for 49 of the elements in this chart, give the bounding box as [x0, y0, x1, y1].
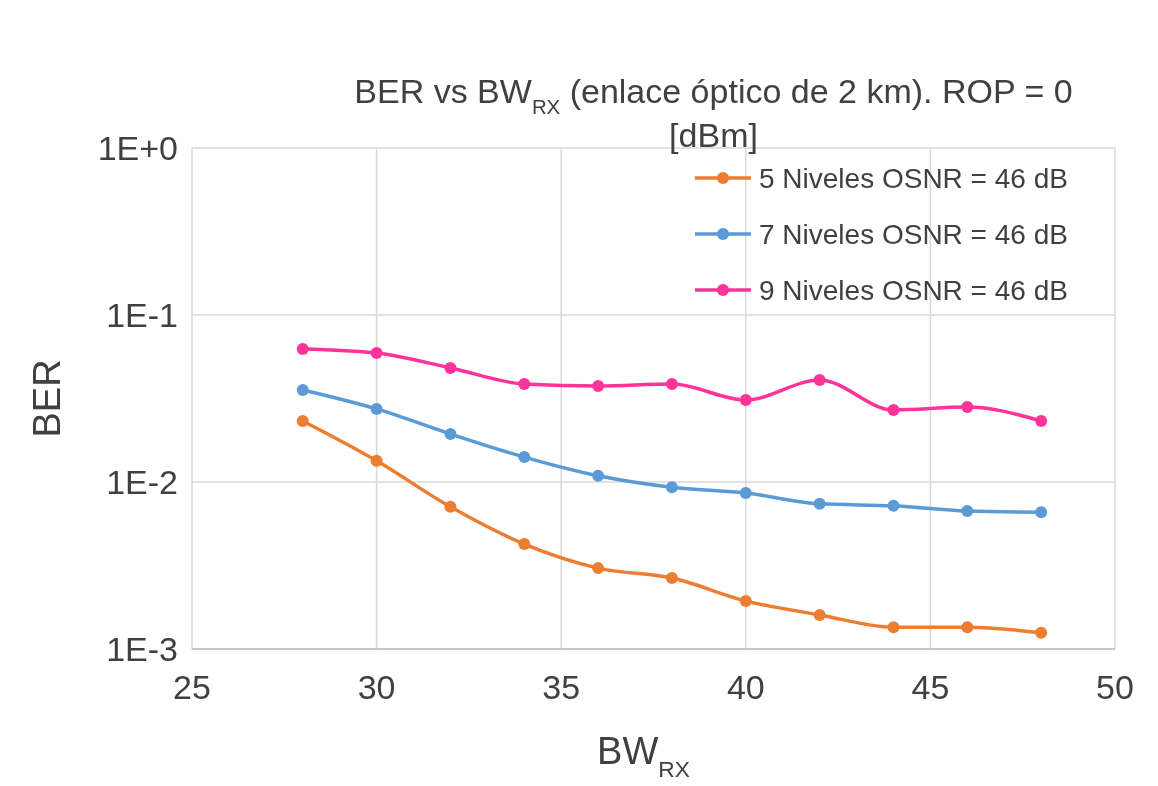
point: [961, 401, 974, 414]
y-tick-label: 1E+0: [97, 129, 178, 167]
point: [887, 403, 900, 416]
point: [1035, 506, 1048, 519]
x-tick-label: 45: [911, 668, 950, 706]
point: [296, 342, 309, 355]
point: [296, 383, 309, 396]
point: [813, 497, 826, 510]
point: [739, 486, 752, 499]
point: [296, 414, 309, 427]
point: [444, 500, 457, 513]
point: [444, 361, 457, 374]
chart-title: BER vs BW$_{RX}$ (enlace óptico de 2 km). ROP = 0 [dBm]: [354, 72, 1073, 154]
point: [739, 594, 752, 607]
legend-label: 7 Niveles OSNR = 46 dB: [759, 219, 1068, 250]
point: [665, 572, 678, 585]
x-axis-title: BW$_{RX}$: [597, 730, 690, 782]
x-tick-label: 25: [173, 668, 211, 706]
y-tick-label: 1E-2: [106, 463, 178, 501]
point: [1035, 414, 1048, 427]
x-tick-label: 30: [357, 668, 396, 706]
point: [370, 347, 383, 360]
x-tick-label: 50: [1096, 668, 1134, 706]
point: [518, 451, 531, 464]
point: [518, 378, 531, 391]
point: [518, 538, 531, 551]
point: [887, 499, 900, 512]
point: [444, 427, 457, 440]
x-tick-label: 40: [726, 668, 765, 706]
point: [665, 378, 678, 391]
legend-label: 9 Niveles OSNR = 46 dB: [759, 275, 1068, 306]
point: [665, 481, 678, 494]
point: [887, 621, 900, 634]
y-tick-label: 1E-1: [106, 296, 178, 334]
y-tick-label: 1E-3: [106, 630, 178, 668]
point: [592, 379, 605, 392]
point: [592, 562, 605, 575]
point: [813, 608, 826, 621]
point: [813, 374, 826, 387]
point: [370, 454, 383, 467]
point: [592, 469, 605, 482]
point: [961, 621, 974, 634]
point: [1035, 626, 1048, 639]
x-tick-label: 35: [542, 668, 581, 706]
point: [961, 505, 974, 518]
point: [739, 393, 752, 406]
legend-label: 5 Niveles OSNR = 46 dB: [759, 163, 1068, 194]
point: [370, 402, 383, 415]
y-axis-title: BER: [26, 359, 68, 438]
